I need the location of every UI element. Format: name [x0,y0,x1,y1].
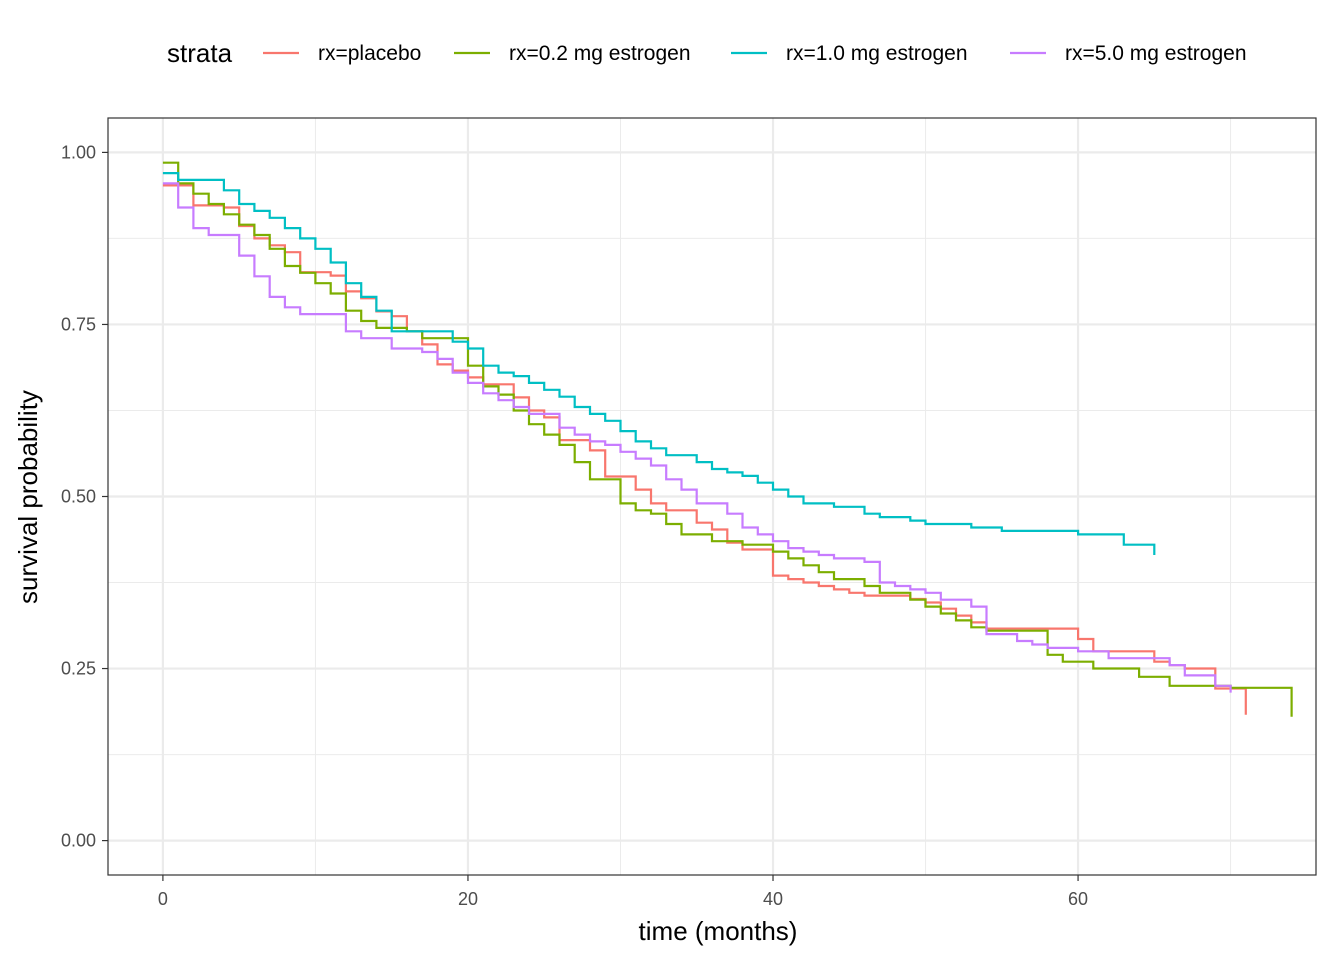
legend-item: rx=0.2 mg estrogen [454,42,691,65]
x-tick-label: 20 [458,889,478,909]
legend-item: rx=1.0 mg estrogen [731,42,968,65]
x-tick-label: 60 [1068,889,1088,909]
x-tick-label: 0 [158,889,168,909]
legend-item: rx=5.0 mg estrogen [1010,42,1247,65]
x-tick-label: 40 [763,889,783,909]
legend-label: rx=placebo [318,42,421,65]
y-tick-label: 0.25 [61,659,96,679]
y-axis-title: survival probability [13,390,43,604]
x-axis-title: time (months) [639,916,798,946]
legend: strata rx=placebo rx=0.2 mg estrogen rx=1.… [167,38,1247,68]
series-layer [162,161,1293,717]
series-line-2 [162,161,1293,717]
legend-items: rx=placebo rx=0.2 mg estrogen rx=1.0 mg es… [263,42,1247,65]
legend-label: rx=1.0 mg estrogen [786,42,968,65]
y-tick-label: 0.50 [61,487,96,507]
y-axis-ticks: 0.00 0.25 0.50 0.75 1.00 [61,142,108,851]
series-line-3 [162,172,1156,555]
legend-label: rx=5.0 mg estrogen [1065,42,1247,65]
y-tick-label: 0.75 [61,314,96,334]
y-tick-label: 1.00 [61,142,96,162]
x-axis-ticks: 0 20 40 60 [158,875,1088,909]
legend-item: rx=placebo [263,42,421,65]
series-line-4 [162,182,1232,693]
legend-label: rx=0.2 mg estrogen [509,42,691,65]
y-tick-label: 0.00 [61,831,96,851]
legend-title: strata [167,38,233,68]
major-gridlines [108,118,1316,875]
series-line-1 [162,184,1247,715]
